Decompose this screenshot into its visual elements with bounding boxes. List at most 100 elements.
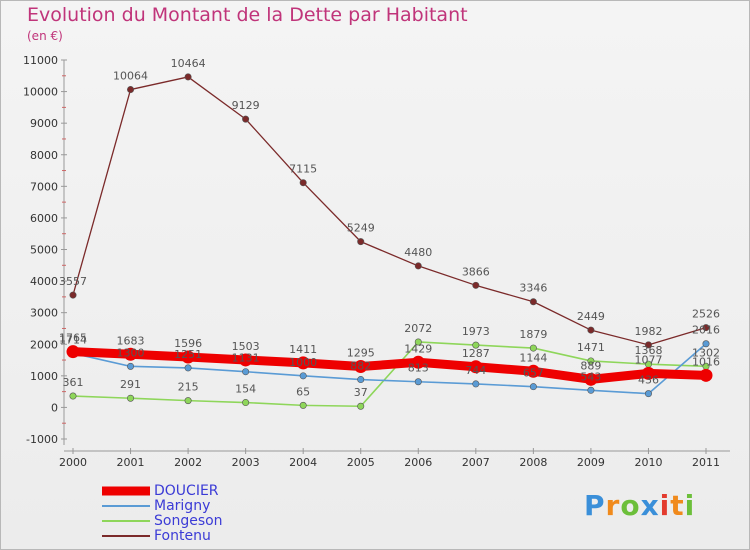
proxiti-logo: Proxiti	[584, 489, 696, 522]
data-label: 1302	[692, 346, 720, 359]
data-point-fontenu	[414, 262, 422, 270]
x-tick-label: 2011	[692, 456, 720, 469]
data-point-doucier	[354, 360, 368, 374]
data-label: 2449	[577, 310, 605, 323]
y-tick-label: 2000	[30, 338, 58, 351]
data-point-fontenu	[529, 298, 537, 306]
x-tick-label: 2002	[174, 456, 202, 469]
data-point-marigny	[184, 364, 192, 372]
y-tick-label: 11000	[23, 54, 58, 67]
data-point-doucier	[181, 350, 195, 364]
series-line-songeson	[72, 341, 707, 408]
y-tick-label: 9000	[30, 117, 58, 130]
series-line-doucier	[68, 347, 711, 384]
data-label: 154	[235, 383, 256, 396]
y-tick-label: -1000	[26, 433, 58, 446]
y-tick-label: 7000	[30, 180, 58, 193]
series-line-fontenu	[72, 76, 707, 346]
data-point-doucier	[296, 356, 310, 370]
data-label: 436	[638, 374, 659, 387]
y-tick-label: 1000	[30, 370, 58, 383]
data-point-marigny	[414, 378, 422, 386]
y-tick-label: 10000	[23, 86, 58, 99]
data-label: 215	[178, 381, 199, 394]
data-label: 1596	[174, 337, 202, 350]
data-point-doucier	[641, 366, 655, 380]
x-tick-label: 2008	[519, 456, 547, 469]
data-point-doucier	[239, 353, 253, 367]
data-label: 1300	[117, 346, 145, 359]
data-point-fontenu	[357, 238, 365, 246]
x-tick-label: 2006	[404, 456, 432, 469]
data-point-fontenu	[184, 73, 192, 81]
data-point-marigny	[242, 368, 250, 376]
data-label: 291	[120, 378, 141, 391]
data-point-doucier	[469, 360, 483, 374]
data-label: 361	[63, 376, 84, 389]
data-label: 3557	[59, 275, 87, 288]
chart-title: Evolution du Montant de la Dette par Hab…	[27, 4, 468, 26]
data-label: 1683	[117, 334, 145, 347]
data-point-doucier	[124, 347, 138, 361]
data-point-doucier	[526, 364, 540, 378]
x-tick-label: 2005	[347, 456, 375, 469]
data-point-doucier	[411, 355, 425, 369]
data-label: 10064	[113, 70, 148, 83]
x-tick-label: 2009	[577, 456, 605, 469]
data-point-songeson	[472, 341, 480, 349]
data-point-fontenu	[587, 326, 595, 334]
data-label: 1000	[289, 356, 317, 369]
data-point-marigny	[702, 340, 710, 348]
data-point-songeson	[414, 338, 422, 346]
data-point-fontenu	[702, 324, 710, 332]
data-label: 657	[523, 367, 544, 380]
data-label: 1765	[59, 332, 87, 345]
data-label: 1471	[577, 341, 605, 354]
data-point-songeson	[529, 344, 537, 352]
data-point-fontenu	[69, 291, 77, 299]
data-label: 2016	[692, 324, 720, 337]
x-tick-label: 2003	[232, 456, 260, 469]
series-line-marigny	[72, 342, 707, 395]
data-label: 813	[408, 362, 429, 375]
y-tick-label: 0	[51, 401, 58, 414]
data-label: 543	[580, 370, 601, 383]
y-tick-label: 5000	[30, 244, 58, 257]
data-label: 9129	[232, 99, 260, 112]
data-label: 1077	[634, 353, 662, 366]
data-label: 5249	[347, 222, 375, 235]
data-label: 2526	[692, 308, 720, 321]
legend-label-doucier: DOUCIER	[154, 483, 219, 499]
data-point-marigny	[127, 362, 135, 370]
data-label: 1251	[174, 348, 202, 361]
data-label: 1429	[404, 342, 432, 355]
data-label: 1368	[634, 344, 662, 357]
data-point-fontenu	[472, 281, 480, 289]
data-point-songeson	[587, 357, 595, 365]
data-point-marigny	[587, 386, 595, 394]
data-point-songeson	[184, 397, 192, 405]
x-tick-label: 2010	[634, 456, 662, 469]
data-point-fontenu	[242, 115, 250, 123]
data-point-songeson	[127, 394, 135, 402]
data-label: 1714	[59, 333, 87, 346]
data-label: 7115	[289, 163, 317, 176]
data-label: 1973	[462, 325, 490, 338]
data-label: 4480	[404, 246, 432, 259]
data-point-doucier	[699, 368, 713, 382]
data-point-songeson	[357, 402, 365, 410]
data-label: 65	[296, 385, 310, 398]
data-point-songeson	[299, 401, 307, 409]
y-tick-label: 8000	[30, 149, 58, 162]
data-label: 10464	[171, 57, 206, 70]
data-label: 882	[350, 360, 371, 373]
data-label: 1879	[519, 328, 547, 341]
legend-label-fontenu: Fontenu	[154, 528, 211, 544]
chart-unit: (en €)	[27, 29, 63, 43]
x-tick-label: 2001	[117, 456, 145, 469]
data-label: 1295	[347, 347, 375, 360]
y-tick-label: 3000	[30, 307, 58, 320]
legend-label-marigny: Marigny	[154, 498, 211, 514]
x-tick-label: 2007	[462, 456, 490, 469]
